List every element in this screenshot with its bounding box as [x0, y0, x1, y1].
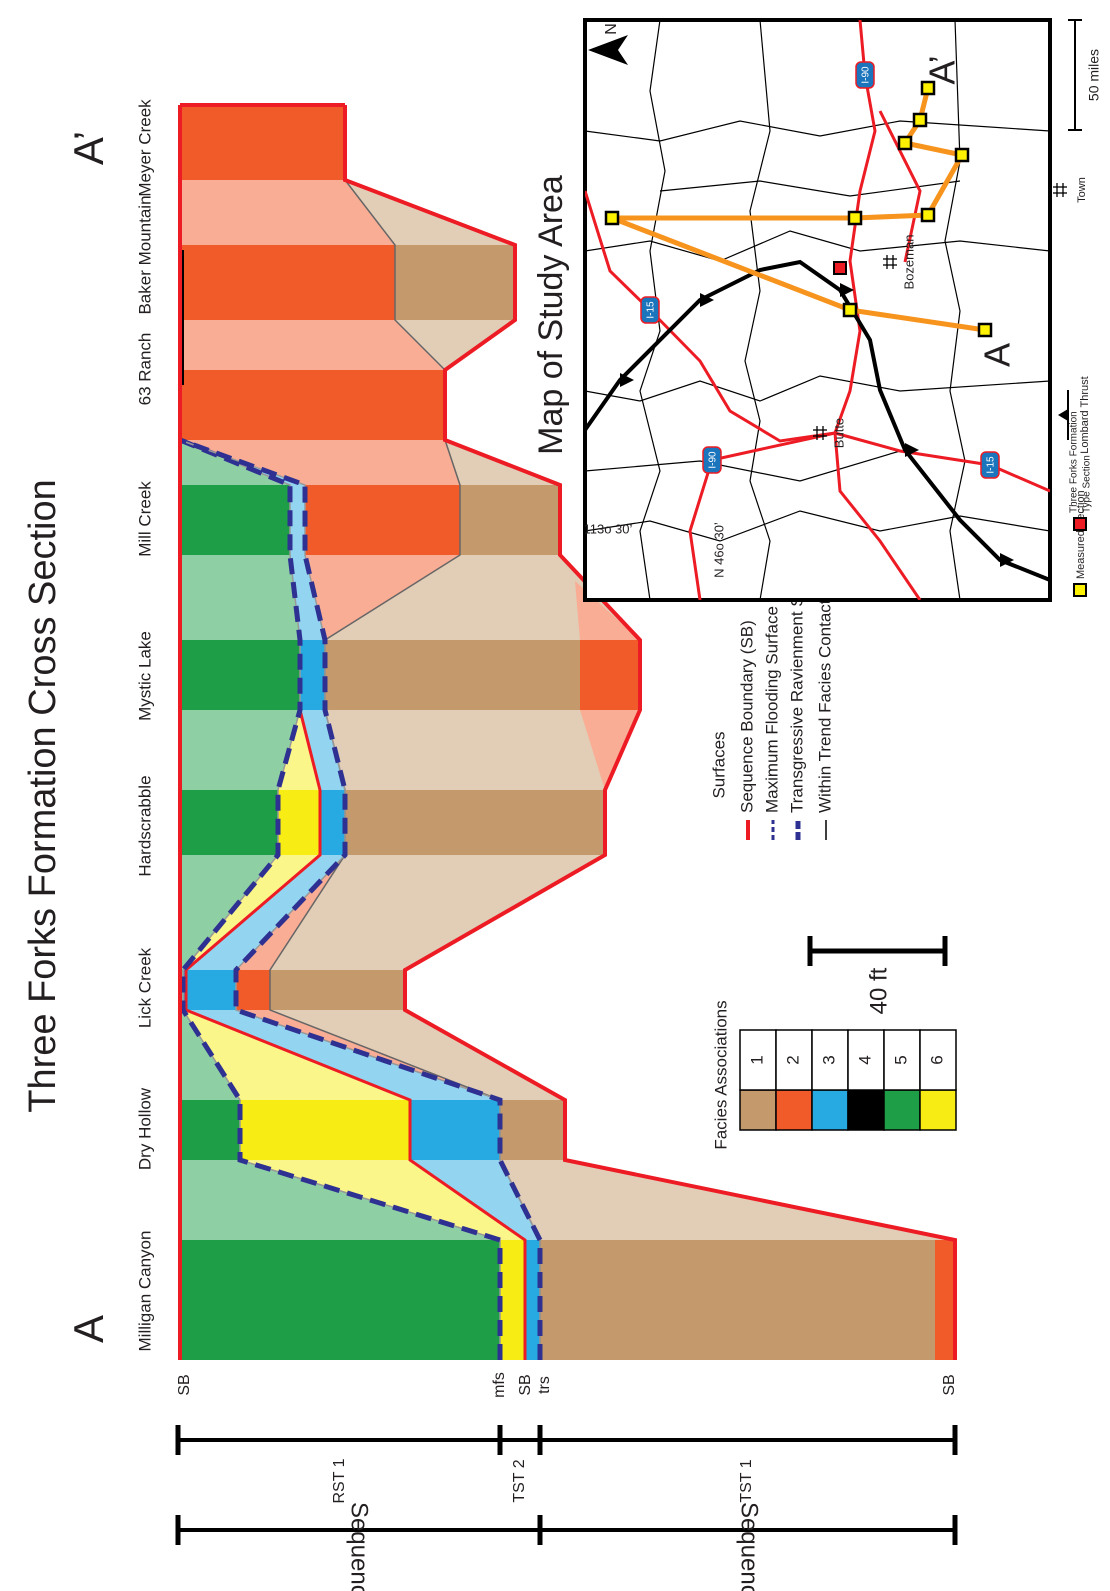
map-legend-text: Lombard Thrust	[1079, 376, 1091, 453]
legend-symbol	[1074, 518, 1086, 530]
legend-text: Sequence Boundary (SB)	[737, 620, 756, 813]
facies-column	[325, 640, 580, 710]
sequence-label: Sequence 1	[736, 1502, 763, 1591]
facies-column	[395, 245, 515, 320]
coordinate: W 113o 30’	[568, 521, 633, 536]
legend-title: Surfaces	[709, 731, 728, 798]
facies-column	[500, 1100, 565, 1160]
facies-column	[240, 1100, 410, 1160]
facies-column	[180, 245, 395, 320]
section-name: Hardscrabble	[135, 775, 154, 876]
figure: Three Forks Formation Cross Section A A’ Mi…	[0, 0, 1110, 1591]
surface-label: SB	[176, 1374, 193, 1395]
surface-label: mfs	[491, 1372, 508, 1398]
legend-number: 5	[891, 1055, 910, 1064]
legend-number: 2	[783, 1055, 802, 1064]
measured-section	[922, 209, 934, 221]
coordinate: N 46o 30’	[711, 522, 726, 578]
map-legend-text: Type Section	[1082, 455, 1093, 513]
legend-number: 1	[747, 1055, 766, 1064]
town-name: Bozeman	[901, 235, 916, 290]
facies-column	[305, 485, 460, 555]
surface-label: SB	[941, 1374, 958, 1395]
legend-symbol	[1058, 409, 1068, 421]
legend-number: 3	[819, 1055, 838, 1064]
measured-section	[899, 137, 911, 149]
surface-label: trs	[536, 1376, 553, 1394]
type-section	[834, 262, 846, 274]
legend-swatch	[920, 1090, 956, 1130]
facies-column	[180, 1100, 240, 1160]
legend-swatch	[812, 1090, 848, 1130]
legend-title: Facies Associations	[711, 1000, 730, 1149]
facies-column	[180, 105, 345, 180]
facies-column	[320, 790, 345, 855]
facies-column	[180, 790, 278, 855]
facies-column	[540, 1240, 935, 1360]
facies-column	[300, 640, 325, 710]
measured-section	[979, 324, 991, 336]
systems-tract: TST 2	[511, 1459, 528, 1502]
facies-column	[180, 1240, 500, 1360]
facies-column	[460, 485, 560, 555]
facies-column	[345, 790, 605, 855]
systems-tract: TST 1	[738, 1459, 755, 1502]
highway-label: I-15	[986, 456, 997, 474]
facies-column	[580, 640, 640, 710]
legend-swatch	[884, 1090, 920, 1130]
end-label: A	[65, 1315, 112, 1343]
page: { "title": "Three Forks Formation Cross …	[0, 0, 1110, 1591]
facies-column	[935, 1240, 955, 1360]
section-name: 63 Ranch	[135, 333, 154, 406]
facies-column	[278, 790, 320, 855]
facies-column	[270, 970, 405, 1010]
facies-column	[180, 640, 300, 710]
facies-column	[236, 970, 270, 1010]
map-end-label: A	[977, 343, 1018, 367]
map-scale-label: 50 miles	[1086, 49, 1102, 101]
measured-section	[914, 114, 926, 126]
facies-column	[500, 1240, 525, 1360]
facies-column	[410, 1100, 500, 1160]
north-label: N	[603, 23, 620, 35]
highway-label: I-15	[646, 301, 657, 319]
legend-swatch	[740, 1090, 776, 1130]
systems-tract: RST 1	[331, 1458, 348, 1503]
measured-section	[606, 212, 618, 224]
section-name: Milligan Canyon	[135, 1231, 154, 1352]
surface-label: SB	[517, 1374, 534, 1395]
rotated-figure: Three Forks Formation Cross Section A A’ Mi…	[22, 20, 1102, 1591]
section-name: Mystic Lake	[135, 631, 154, 721]
sequence-label: Sequence 2	[346, 1502, 373, 1591]
facies-column	[180, 485, 290, 555]
town-name: Butte	[831, 418, 846, 448]
facies-column	[183, 970, 236, 1010]
measured-section	[849, 212, 861, 224]
title: Three Forks Formation Cross Section	[22, 479, 64, 1113]
legend-swatch	[848, 1090, 884, 1130]
highway-label: I-90	[861, 66, 872, 84]
map-end-label: A’	[922, 55, 963, 84]
scale-label: 40 ft	[865, 967, 892, 1014]
measured-section	[844, 304, 856, 316]
end-label: A’	[65, 131, 112, 165]
section-name: Baker Mountain	[135, 195, 154, 314]
facies-column	[180, 370, 445, 440]
section-name: Mill Creek	[135, 481, 154, 557]
section-name: Dry Hollow	[135, 1087, 154, 1170]
legend-number: 6	[927, 1055, 946, 1064]
legend-swatch	[776, 1090, 812, 1130]
highway-label: I-90	[708, 451, 719, 469]
legend-text: Within Trend Facies Contact	[815, 599, 834, 813]
section-name: Lick Creek	[135, 947, 154, 1028]
legend-symbol	[1074, 584, 1086, 596]
map-legend-text: Town	[1076, 177, 1088, 203]
section-name: Meyer Creek	[135, 99, 154, 197]
map-title: Map of Study Area	[532, 175, 570, 455]
legend-number: 4	[855, 1055, 874, 1064]
measured-section	[956, 149, 968, 161]
